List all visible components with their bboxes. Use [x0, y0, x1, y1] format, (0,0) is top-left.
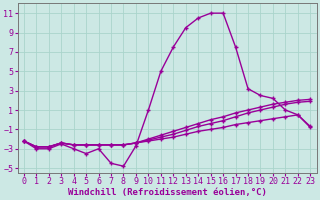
X-axis label: Windchill (Refroidissement éolien,°C): Windchill (Refroidissement éolien,°C) — [68, 188, 267, 197]
